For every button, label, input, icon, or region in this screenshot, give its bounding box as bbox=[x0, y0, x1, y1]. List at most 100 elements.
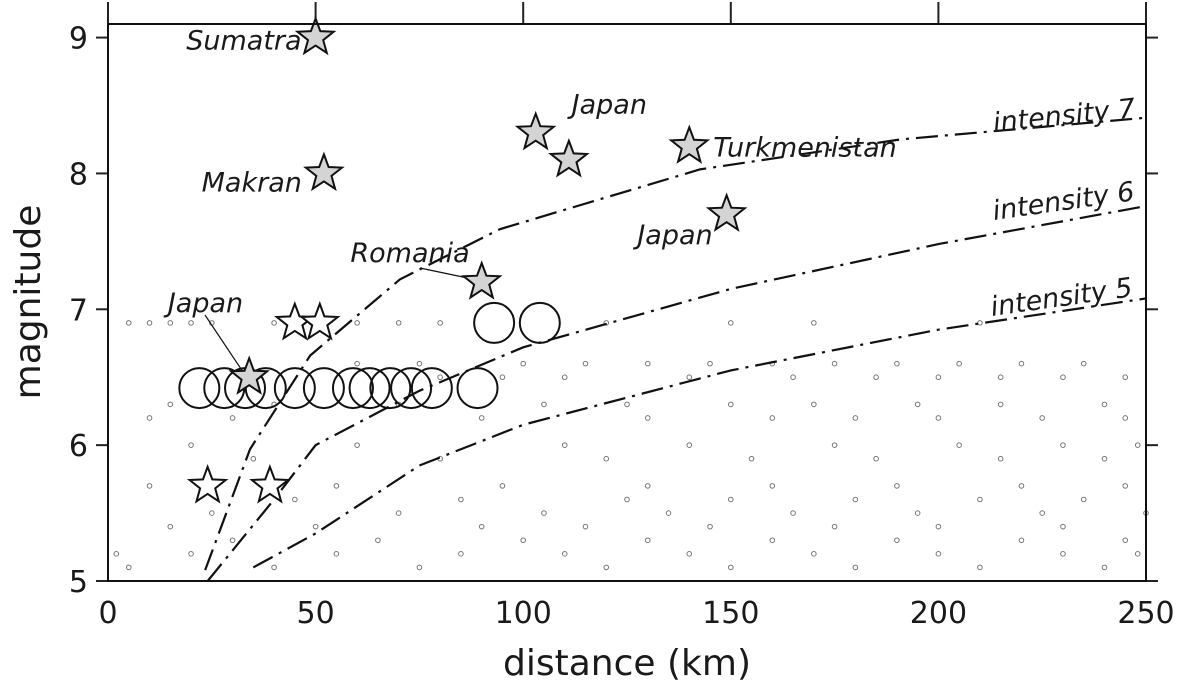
event-dot bbox=[1039, 415, 1045, 421]
event-dot bbox=[977, 496, 983, 503]
event-dot bbox=[811, 320, 817, 326]
x-tick-label: 50 bbox=[297, 596, 335, 631]
y-tick-label: 5 bbox=[69, 565, 88, 600]
star bbox=[303, 151, 345, 192]
circle-marker bbox=[178, 367, 221, 410]
event-dot bbox=[769, 537, 776, 544]
event-dot bbox=[1018, 360, 1025, 367]
circle-marker bbox=[410, 367, 453, 410]
circle-marker bbox=[348, 367, 391, 410]
event-dot bbox=[478, 415, 485, 421]
star bbox=[705, 192, 748, 232]
event-dot bbox=[686, 442, 693, 448]
event-dot bbox=[707, 360, 713, 367]
circle-marker bbox=[273, 367, 316, 410]
x-tick-label: 250 bbox=[1117, 596, 1174, 631]
event-dot bbox=[250, 455, 257, 462]
event-dot bbox=[1080, 360, 1087, 367]
event-dot bbox=[686, 374, 693, 381]
event-dot bbox=[113, 551, 120, 557]
event-dot bbox=[1101, 564, 1108, 571]
event-dot bbox=[395, 320, 402, 326]
event-dot bbox=[561, 551, 568, 557]
y-axis-label: magnitude bbox=[8, 205, 49, 400]
event-dot bbox=[1122, 537, 1129, 544]
x-axis-label: distance (km) bbox=[503, 643, 751, 684]
event-dot bbox=[561, 442, 568, 448]
circle-marker bbox=[331, 367, 374, 410]
event-dot bbox=[520, 360, 527, 367]
event-dot bbox=[624, 496, 630, 503]
event-dot bbox=[1018, 483, 1025, 489]
event-dot bbox=[665, 510, 672, 516]
event-dot bbox=[458, 496, 464, 503]
event-dot bbox=[1060, 442, 1066, 448]
event-dot bbox=[831, 360, 838, 367]
event-dot bbox=[997, 374, 1004, 381]
event-dot bbox=[956, 442, 962, 448]
event-dot bbox=[167, 320, 174, 326]
event-dot bbox=[894, 537, 900, 544]
event-dot bbox=[603, 455, 610, 462]
event-dot bbox=[333, 551, 340, 557]
star-label: Turkmenistan bbox=[713, 132, 896, 163]
event-dot bbox=[811, 551, 817, 557]
event-dot bbox=[790, 374, 796, 381]
event-dot bbox=[271, 320, 277, 326]
circle-marker bbox=[456, 367, 499, 410]
star bbox=[514, 110, 557, 151]
star bbox=[294, 15, 337, 56]
y-tick-label: 8 bbox=[69, 157, 88, 192]
event-dot bbox=[188, 320, 194, 326]
event-dot bbox=[644, 483, 651, 489]
event-dot bbox=[644, 415, 651, 421]
event-dot bbox=[997, 455, 1004, 462]
event-dot bbox=[582, 360, 589, 367]
event-dot bbox=[125, 564, 132, 571]
event-dot bbox=[354, 320, 360, 326]
event-dot bbox=[1101, 401, 1108, 408]
event-dot bbox=[1122, 415, 1129, 421]
y-tick-label: 7 bbox=[69, 293, 88, 328]
open-star bbox=[298, 301, 341, 341]
event-dot bbox=[541, 401, 547, 408]
event-dot bbox=[831, 523, 838, 530]
event-dot bbox=[561, 374, 568, 381]
event-dot bbox=[1060, 551, 1066, 557]
event-dot bbox=[229, 537, 236, 544]
event-dot bbox=[416, 360, 423, 367]
event-dot bbox=[1134, 442, 1141, 448]
event-dot bbox=[188, 551, 194, 557]
event-dot bbox=[125, 320, 132, 326]
circle-marker bbox=[369, 367, 412, 410]
leader-line bbox=[204, 314, 246, 376]
event-dot bbox=[914, 510, 921, 516]
event-dot bbox=[728, 564, 734, 571]
event-dot bbox=[146, 320, 153, 326]
star-label: Japan bbox=[163, 288, 243, 319]
star-label: Japan bbox=[567, 90, 647, 121]
event-dot bbox=[167, 523, 174, 530]
event-dot bbox=[146, 483, 153, 489]
event-dot bbox=[1060, 374, 1066, 381]
event-dot bbox=[292, 496, 298, 503]
star-label: Sumatra bbox=[186, 26, 301, 57]
event-dot bbox=[728, 496, 734, 503]
star bbox=[228, 355, 270, 395]
event-dot bbox=[935, 551, 942, 557]
event-dot bbox=[686, 551, 693, 557]
event-dot bbox=[354, 442, 360, 448]
circle-marker bbox=[473, 301, 516, 344]
event-dot bbox=[188, 442, 194, 448]
event-dot bbox=[1060, 523, 1066, 530]
event-dot bbox=[935, 374, 942, 381]
event-dot bbox=[852, 564, 859, 571]
event-dot bbox=[603, 564, 610, 571]
event-dot bbox=[437, 320, 443, 326]
event-dot bbox=[1080, 496, 1087, 503]
event-dot bbox=[229, 415, 236, 421]
star bbox=[668, 124, 711, 164]
event-dot bbox=[728, 401, 734, 408]
x-tick-label: 200 bbox=[910, 596, 967, 631]
